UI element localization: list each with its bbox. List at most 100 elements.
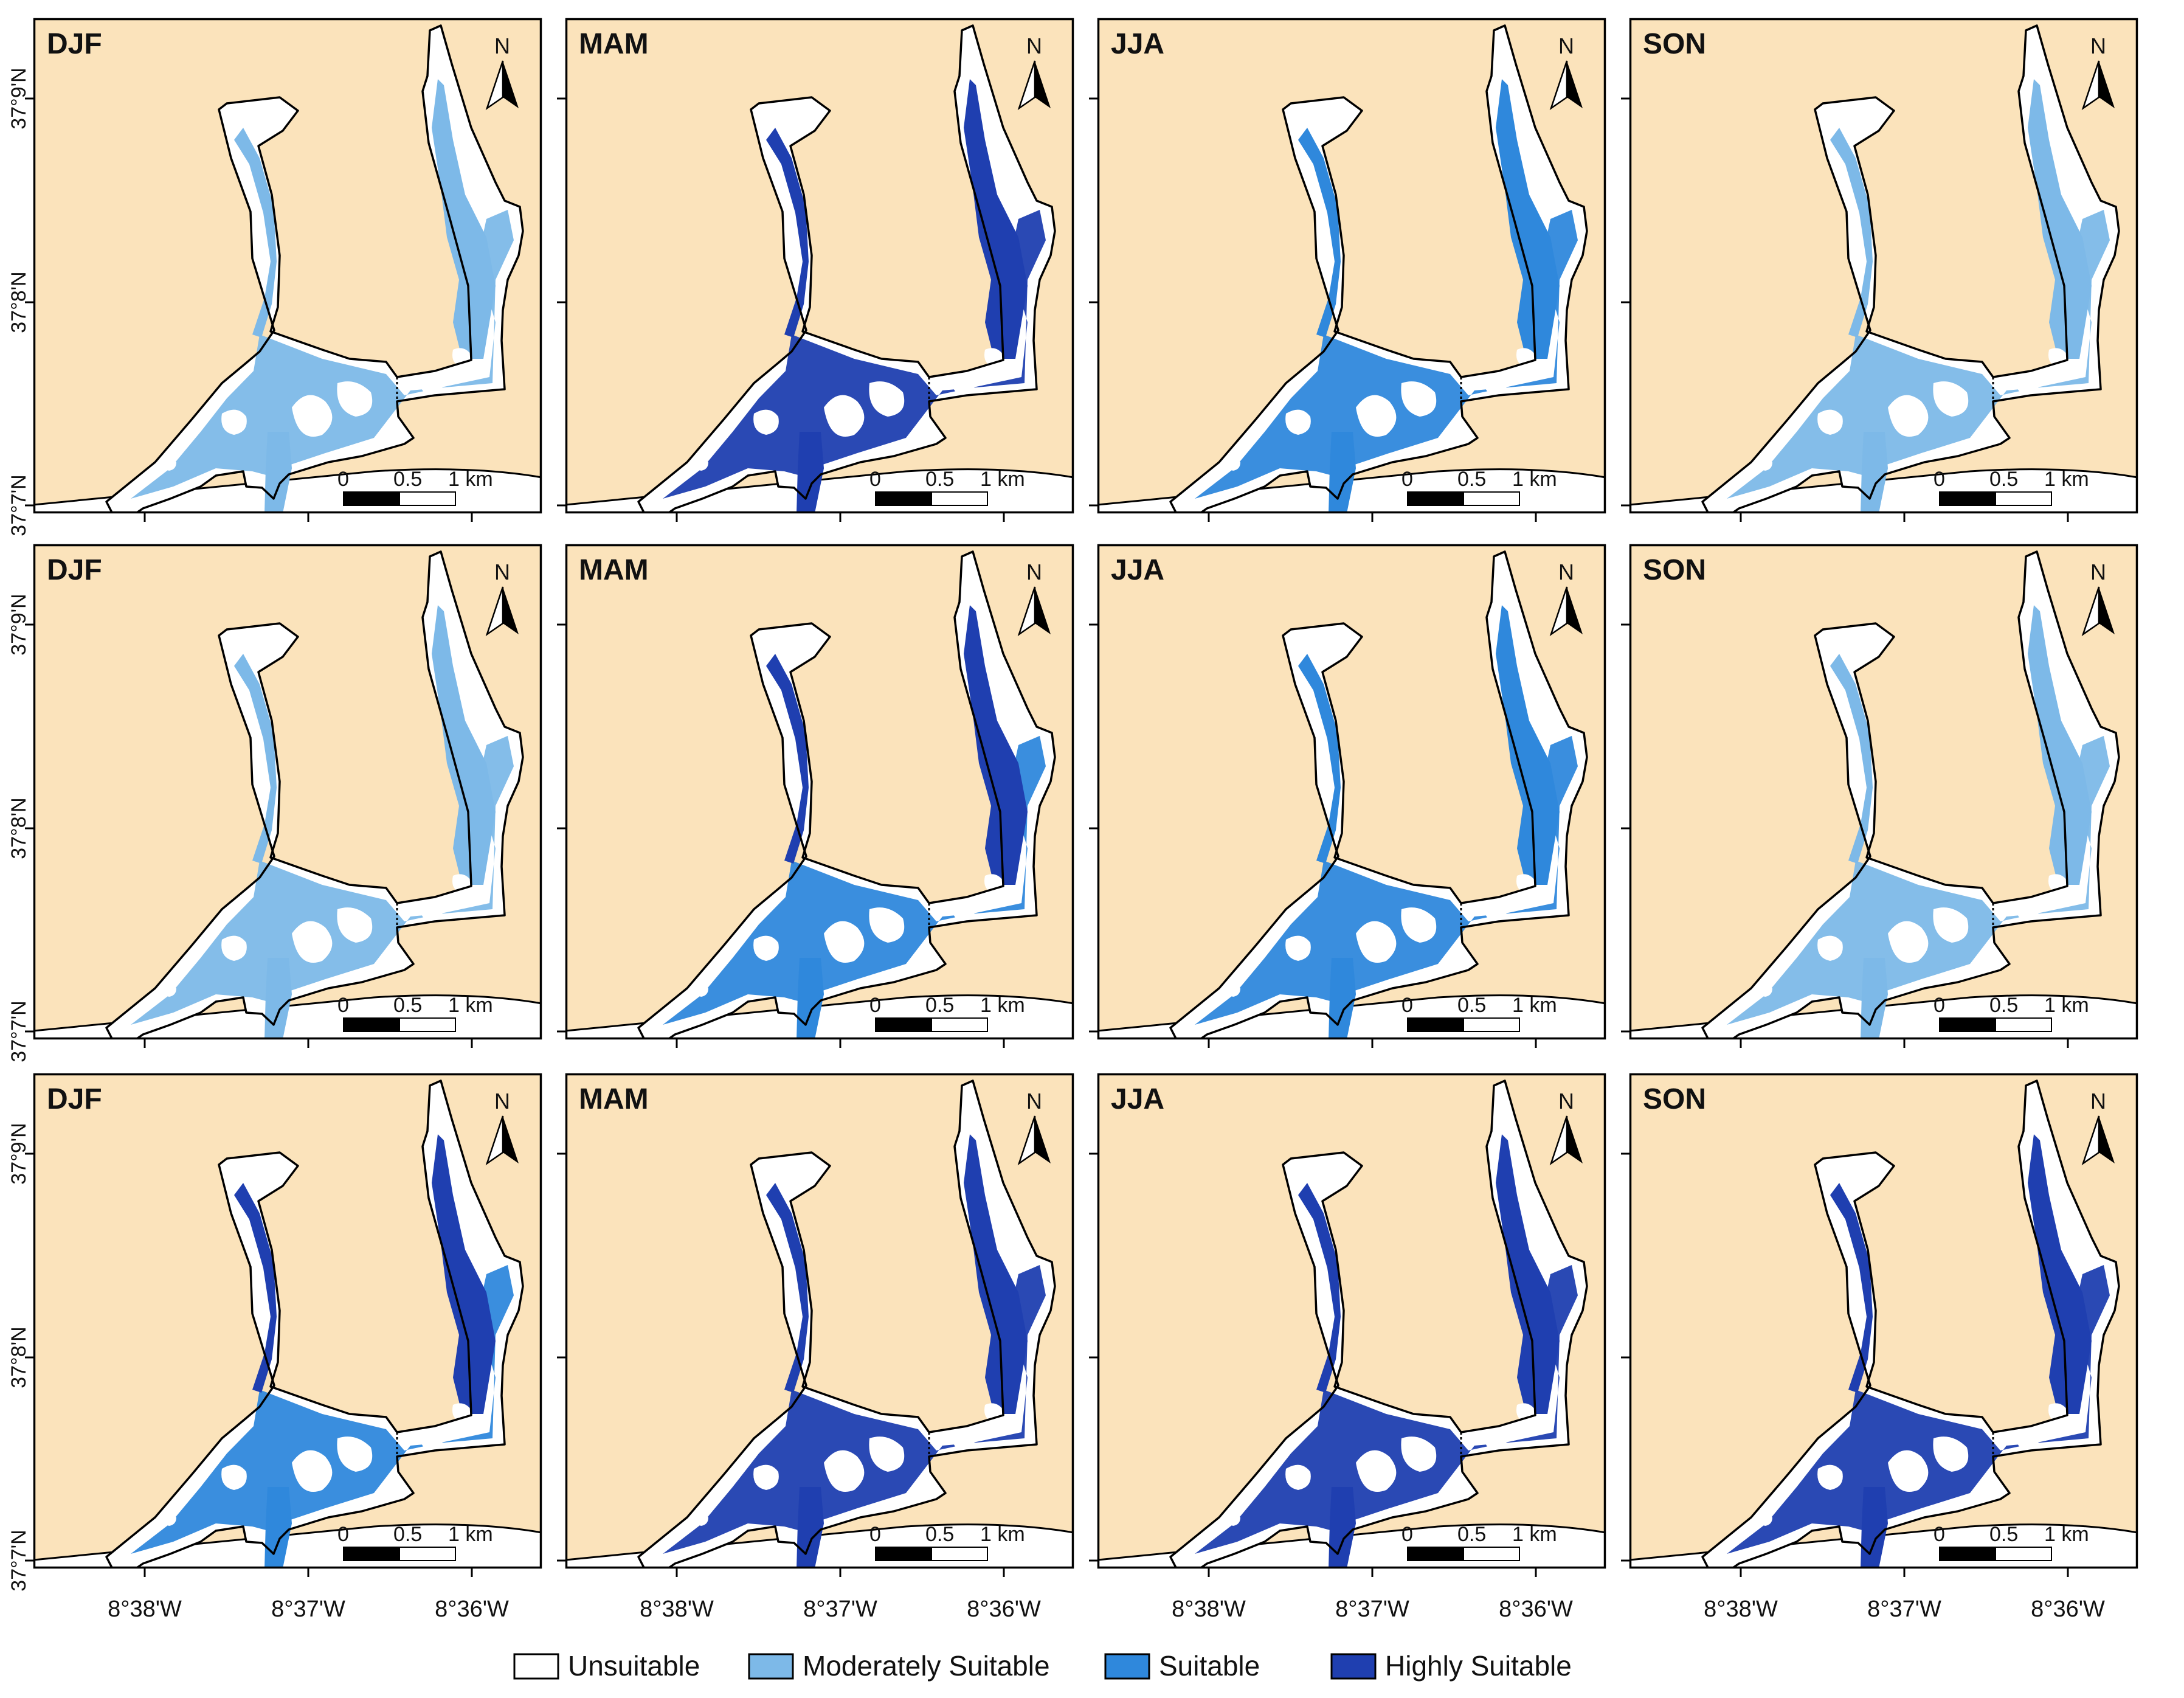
north-arrow-icon: N xyxy=(2081,560,2115,637)
legend-label-suitable: Suitable xyxy=(1159,1650,1260,1682)
scale-bar-tick-label: 1 km xyxy=(2044,1523,2089,1546)
north-arrow-icon: N xyxy=(1017,33,1051,111)
north-arrow-icon: N xyxy=(1549,1089,1583,1166)
map-panel-jja-row-1: JJA N 0 0.5 1 km xyxy=(1097,18,1606,514)
legend-label-highly-suitable: Highly Suitable xyxy=(1385,1650,1572,1682)
scale-bar-tick-label: 0.5 xyxy=(1989,994,2018,1017)
season-label: JJA xyxy=(1111,28,1164,60)
north-arrow-icon: N xyxy=(1549,560,1583,637)
estuary-outline xyxy=(637,1079,1056,1568)
panel-frame xyxy=(33,544,542,1040)
north-arrow-icon: N xyxy=(485,560,519,637)
panel-frame xyxy=(1629,544,2138,1040)
longitude-label: 8°38'W xyxy=(640,1596,714,1622)
scale-bar-tick-label: 0 xyxy=(337,1523,349,1546)
season-label: JJA xyxy=(1111,554,1164,586)
inlet-channel xyxy=(1861,958,1888,1039)
scale-bar-tick-label: 0 xyxy=(1933,468,1945,491)
legend-label-unsuitable: Unsuitable xyxy=(568,1650,700,1682)
map-panel-mam-row-1: MAM N 0 0.5 1 km xyxy=(565,18,1074,514)
north-label: N xyxy=(494,560,510,584)
north-label: N xyxy=(494,1089,510,1114)
scale-bar-tick-label: 1 km xyxy=(1512,1523,1557,1546)
panel-frame xyxy=(1629,18,2138,514)
estuary-outline xyxy=(637,24,1056,513)
estuary-outline xyxy=(1169,1079,1588,1568)
scale-bar-tick-label: 0 xyxy=(337,994,349,1017)
north-label: N xyxy=(1026,1089,1042,1114)
season-label: SON xyxy=(1643,1083,1706,1115)
season-label: MAM xyxy=(579,554,649,586)
unsuitable-patches xyxy=(1228,1403,1536,1526)
scale-bar: 0 0.5 1 km xyxy=(1933,468,2089,506)
north-label: N xyxy=(1558,560,1574,584)
map-panel-son-row-1: SON N 0 0.5 1 km xyxy=(1629,18,2138,514)
scale-bar: 0 0.5 1 km xyxy=(1933,1523,2089,1561)
latitude-label: 37°8'N xyxy=(7,1326,30,1388)
scale-bar: 0 0.5 1 km xyxy=(869,468,1025,506)
north-arrow-icon: N xyxy=(1017,560,1051,637)
longitude-label: 8°36'W xyxy=(1499,1596,1573,1622)
north-arrow-icon: N xyxy=(1549,33,1583,111)
north-arrow-icon: N xyxy=(485,1089,519,1166)
latitude-label: 37°8'N xyxy=(7,797,30,859)
longitude-label: 8°37'W xyxy=(1867,1596,1941,1622)
estuary-outline xyxy=(1701,1079,2120,1568)
legend-swatch-highly-suitable xyxy=(1330,1653,1377,1680)
longitude-label: 8°38'W xyxy=(1172,1596,1246,1622)
scale-bar: 0 0.5 1 km xyxy=(337,1523,493,1561)
inlet-channel xyxy=(1329,958,1356,1039)
season-label: JJA xyxy=(1111,1083,1164,1115)
latitude-label: 37°9'N xyxy=(7,594,30,655)
unsuitable-patches xyxy=(1760,1403,2068,1526)
season-label: MAM xyxy=(579,28,649,60)
scale-bar-tick-label: 1 km xyxy=(1512,994,1557,1017)
scale-bar-tick-label: 0.5 xyxy=(1457,1523,1486,1546)
legend-swatch-unsuitable xyxy=(513,1653,559,1680)
unsuitable-patches xyxy=(696,1403,1004,1526)
scale-bar-tick-label: 0.5 xyxy=(393,994,422,1017)
north-arrow-icon: N xyxy=(485,33,519,111)
map-panel-son-row-2: SON N 0 0.5 1 km xyxy=(1629,544,2138,1040)
north-label: N xyxy=(2090,560,2106,584)
unsuitable-patches xyxy=(164,874,472,997)
north-label: N xyxy=(1026,560,1042,584)
scale-bar-tick-label: 1 km xyxy=(448,1523,493,1546)
north-label: N xyxy=(1026,33,1042,58)
scale-bar-tick-label: 0 xyxy=(869,468,881,491)
estuary-outline xyxy=(1169,550,1588,1039)
scale-bar-tick-label: 1 km xyxy=(980,994,1025,1017)
north-label: N xyxy=(2090,33,2106,58)
north-arrow-icon: N xyxy=(1017,1089,1051,1166)
scale-bar-tick-label: 1 km xyxy=(448,994,493,1017)
scale-bar-tick-label: 1 km xyxy=(1512,468,1557,491)
legend-item-highly-suitable: Highly Suitable xyxy=(1330,1650,1572,1682)
unsuitable-patches xyxy=(1228,874,1536,997)
legend-item-moderately-suitable: Moderately Suitable xyxy=(748,1650,1050,1682)
legend-swatch-moderately-suitable xyxy=(748,1653,794,1680)
scale-bar-tick-label: 0.5 xyxy=(393,1523,422,1546)
panel-frame xyxy=(565,544,1074,1040)
inlet-channel xyxy=(1861,1487,1888,1568)
scale-bar-tick-label: 1 km xyxy=(980,1523,1025,1546)
latitude-label: 37°8'N xyxy=(7,271,30,333)
north-label: N xyxy=(494,33,510,58)
scale-bar-tick-label: 0 xyxy=(1401,468,1413,491)
latitude-label: 37°9'N xyxy=(7,1123,30,1184)
season-label: MAM xyxy=(579,1083,649,1115)
scale-bar-tick-label: 0 xyxy=(337,468,349,491)
scale-bar-tick-label: 0.5 xyxy=(1457,468,1486,491)
scale-bar-tick-label: 0.5 xyxy=(925,1523,954,1546)
inlet-channel xyxy=(797,1487,824,1568)
scale-bar-tick-label: 0.5 xyxy=(1457,994,1486,1017)
map-panel-mam-row-3: MAM N 0 0.5 1 km xyxy=(565,1073,1074,1569)
legend-swatch-suitable xyxy=(1104,1653,1150,1680)
season-label: SON xyxy=(1643,554,1706,586)
scale-bar-tick-label: 1 km xyxy=(2044,468,2089,491)
longitude-label: 8°38'W xyxy=(108,1596,182,1622)
map-panel-djf-row-2: DJF N 0 0.5 1 km xyxy=(33,544,542,1040)
scale-bar-tick-label: 0 xyxy=(1933,1523,1945,1546)
inlet-channel xyxy=(264,432,292,513)
longitude-label: 8°36'W xyxy=(2031,1596,2105,1622)
